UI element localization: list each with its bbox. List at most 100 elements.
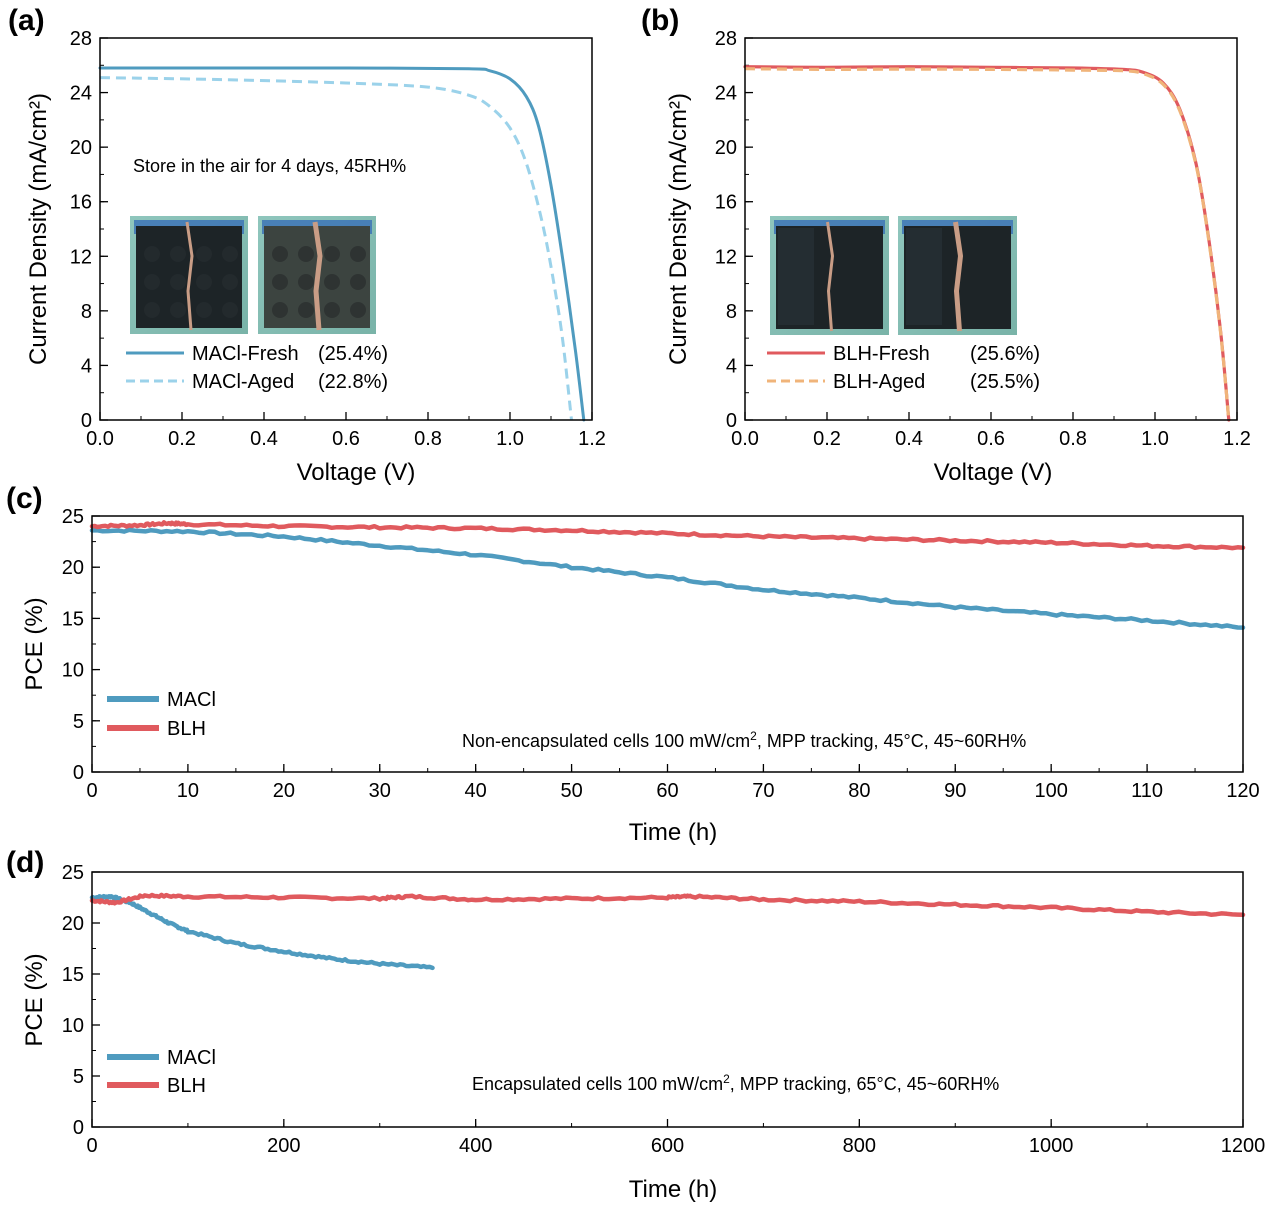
annotation-text: Store in the air for 4 days, 45RH%: [133, 156, 406, 176]
x-tick-label: 60: [656, 780, 678, 802]
scribe-line: [826, 221, 835, 332]
y-tick-label: 10: [62, 660, 84, 682]
legend-label: MACl: [167, 1047, 216, 1069]
panel-b: (b) 0.0 0.2 0.4 0.6 0.8 1.0 1.2 0 4 8 12 16 20 24 28 BLH…: [641, 4, 1251, 486]
annotation-part: , MPP tracking, 65°C, 45~60RH%: [730, 1074, 1000, 1094]
y-tick-label: 12: [715, 246, 737, 268]
panel-label: (a): [8, 4, 45, 37]
x-tick-label: 50: [560, 780, 582, 802]
annotation-text: Non-encapsulated cells 100 mW/cm2, MPP t…: [462, 729, 1026, 751]
electrode-dot: [324, 274, 340, 290]
x-tick-label: 70: [752, 780, 774, 802]
plot-frame: [744, 37, 1238, 421]
electrode-dot: [222, 274, 238, 290]
x-tick-label: 0.6: [977, 428, 1005, 450]
x-tick-label: 0.8: [1059, 428, 1087, 450]
y-tick-label: 0: [81, 410, 92, 432]
x-tick-label: 1.2: [1223, 428, 1251, 450]
y-tick-label: 24: [715, 83, 737, 105]
electrode-dot: [144, 274, 160, 290]
x-tick-label: 400: [459, 1135, 492, 1157]
y-tick-label: 15: [62, 608, 84, 630]
y-tick-label: 8: [81, 301, 92, 323]
legend-label: MACl-Aged: [192, 371, 294, 393]
electrode-dot: [170, 246, 186, 262]
y-axis-title: Current Density (mA/cm²): [665, 93, 692, 365]
series-line-macl: [89, 893, 435, 971]
electrode-dot: [170, 302, 186, 318]
series-line-blh: [89, 892, 1246, 918]
x-tick-label: 0.6: [332, 428, 360, 450]
y-tick-label: 28: [70, 28, 92, 50]
electrode-dot: [222, 246, 238, 262]
x-tick-label: 600: [651, 1135, 684, 1157]
legend-label: MACl-Fresh: [192, 343, 299, 365]
electrode-dot: [222, 302, 238, 318]
electrode-dot: [272, 274, 288, 290]
y-tick-label: 20: [62, 913, 84, 935]
plot-frame: [91, 515, 1244, 773]
x-axis-title: Voltage (V): [297, 459, 416, 486]
x-tick-label: 120: [1226, 780, 1259, 802]
y-tick-label: 25: [62, 862, 84, 884]
x-tick-label: 0: [86, 780, 97, 802]
y-tick-label: 20: [70, 137, 92, 159]
y-tick-label: 4: [81, 355, 92, 377]
electrode-dot: [298, 246, 314, 262]
electrode-dot: [170, 274, 186, 290]
x-tick-label: 110: [1131, 780, 1163, 802]
fresh-device-photo: [770, 216, 889, 335]
x-tick-label: 0.4: [895, 428, 923, 450]
legend-label: BLH: [167, 718, 206, 740]
electrode-dot: [350, 246, 366, 262]
series-line-macl-aged: [99, 76, 573, 421]
panel-c: (c) 0 10 20 30 40 50 60 70 80 90 100 110 120 0 5 10 15 20 2…: [6, 482, 1260, 846]
x-axis-title: Time (h): [629, 1176, 717, 1203]
x-tick-label: 1000: [1029, 1135, 1074, 1157]
plot-frame: [99, 37, 593, 421]
x-tick-label: 200: [267, 1135, 300, 1157]
series-line-macl-fresh: [98, 66, 586, 422]
panel-d: (d) 0 200 400 600 800 1000 1200 0 5 10 15 20 25 Encaps…: [6, 846, 1265, 1203]
x-tick-label: 0.2: [168, 428, 196, 450]
electrode-dot: [350, 302, 366, 318]
y-tick-label: 16: [715, 192, 737, 214]
fresh-device-photo: [130, 216, 248, 334]
electrode-dot: [144, 246, 160, 262]
x-tick-label: 1200: [1221, 1135, 1266, 1157]
electrode-dot: [298, 274, 314, 290]
electrode-strip: [778, 228, 814, 325]
series-line-blh-fresh: [743, 65, 1231, 422]
x-tick-label: 30: [369, 780, 391, 802]
electrode-dot: [324, 246, 340, 262]
x-axis-title: Voltage (V): [934, 459, 1053, 486]
electrode-dot: [196, 246, 212, 262]
annotation-part: , MPP tracking, 45°C, 45~60RH%: [757, 731, 1027, 751]
y-tick-label: 8: [726, 301, 737, 323]
x-axis-title: Time (h): [629, 819, 717, 846]
y-tick-label: 20: [715, 137, 737, 159]
legend-label: MACl: [167, 689, 216, 711]
x-tick-label: 80: [848, 780, 870, 802]
y-tick-label: 16: [70, 192, 92, 214]
x-tick-label: 800: [843, 1135, 876, 1157]
panel-label: (d): [6, 846, 44, 879]
x-tick-label: 1.0: [496, 428, 524, 450]
x-tick-label: 0.8: [414, 428, 442, 450]
panel-label: (c): [6, 482, 43, 515]
y-tick-label: 0: [73, 1117, 84, 1139]
x-tick-label: 20: [273, 780, 295, 802]
x-tick-label: 40: [465, 780, 487, 802]
electrode-dot: [324, 302, 340, 318]
y-axis-title: PCE (%): [21, 597, 48, 690]
y-tick-label: 5: [73, 711, 84, 733]
x-tick-label: 100: [1034, 780, 1067, 802]
x-tick-label: 0.4: [250, 428, 278, 450]
y-tick-label: 10: [62, 1015, 84, 1037]
x-tick-label: 1.2: [578, 428, 606, 450]
y-axis-title: PCE (%): [21, 953, 48, 1046]
x-tick-label: 0: [86, 1135, 97, 1157]
legend-value: (25.5%): [970, 371, 1040, 393]
scribe-line: [185, 221, 194, 331]
